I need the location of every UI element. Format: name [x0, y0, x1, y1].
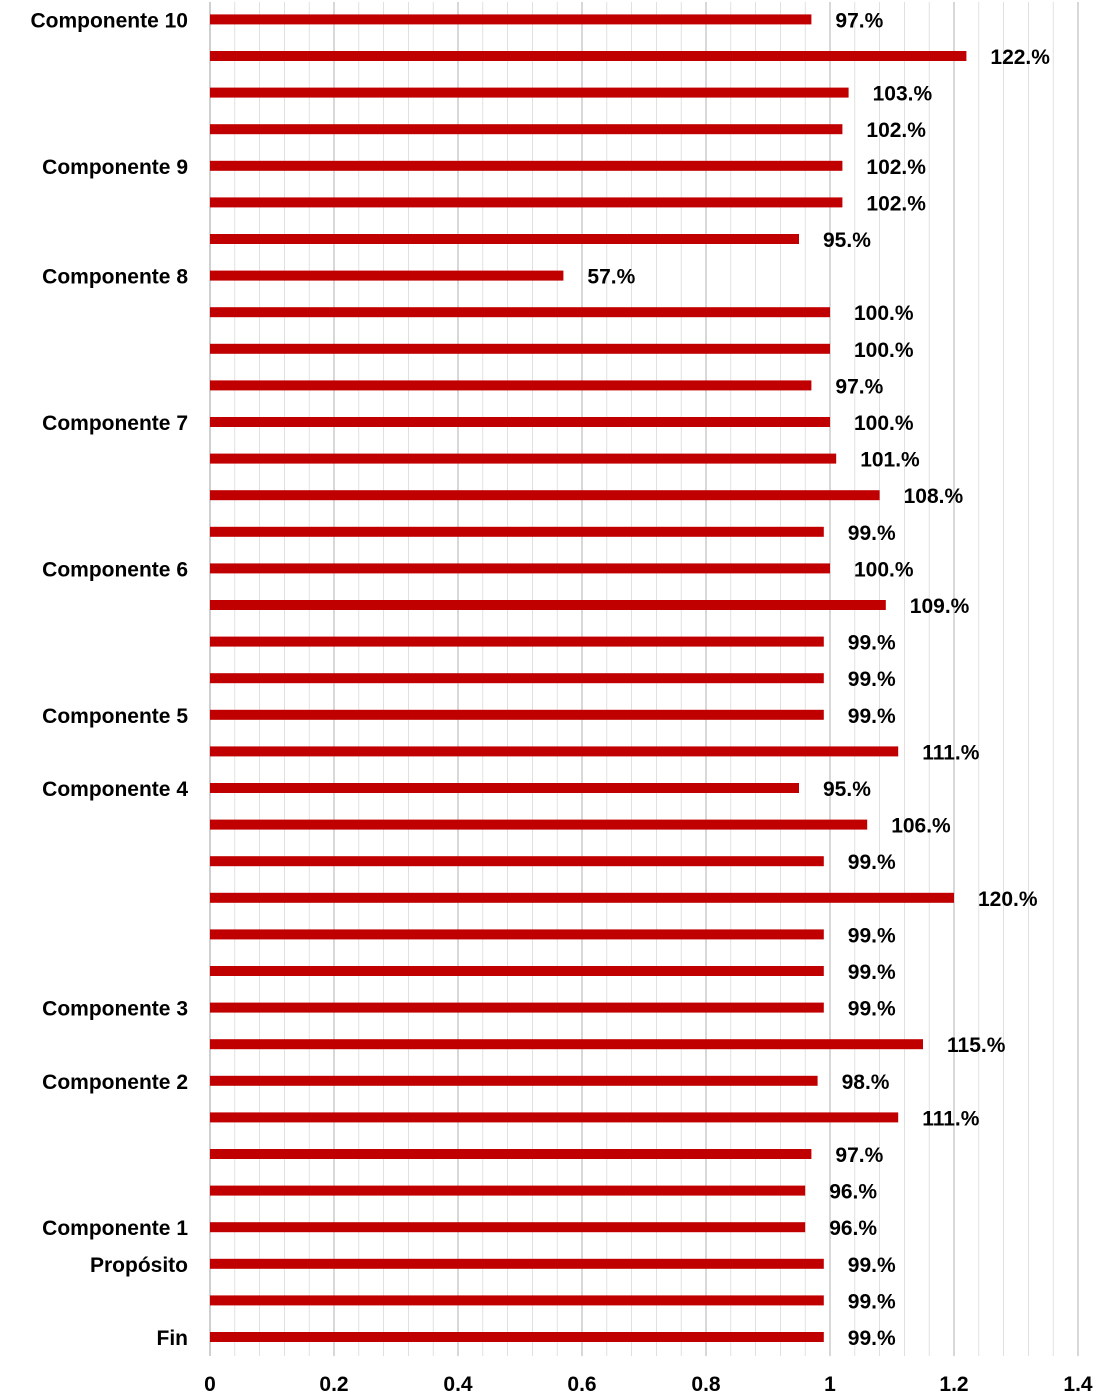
data-label: 99.% [848, 851, 896, 874]
bar [210, 929, 824, 940]
bar [210, 1332, 824, 1342]
category-label: Componente 1 [42, 1217, 188, 1240]
data-label: 99.% [848, 668, 896, 691]
bar [210, 819, 868, 830]
data-label: 100.% [854, 302, 914, 325]
data-label: 96.% [829, 1181, 877, 1204]
x-tick-label: 0.2 [319, 1373, 348, 1396]
bar [210, 490, 880, 501]
bar [210, 1002, 824, 1013]
x-tick-label: 1.4 [1063, 1373, 1093, 1396]
bar [210, 636, 824, 647]
bar [210, 453, 837, 464]
data-label: 99.% [848, 522, 896, 545]
bar [210, 783, 799, 793]
bar [210, 1149, 812, 1159]
data-label: 95.% [823, 229, 871, 252]
x-tick-label: 0.4 [443, 1373, 473, 1396]
bar [210, 307, 830, 318]
data-label: 99.% [848, 705, 896, 728]
data-label: 106.% [891, 815, 951, 838]
category-label: Componente 10 [30, 9, 188, 32]
x-tick-label: 0.6 [567, 1373, 596, 1396]
x-tick-label: 0 [204, 1373, 216, 1396]
data-label: 120.% [978, 888, 1038, 911]
bar [210, 417, 830, 427]
category-label: Componente 2 [42, 1071, 188, 1094]
data-label: 101.% [860, 449, 920, 472]
bar [210, 87, 849, 98]
data-label: 96.% [829, 1217, 877, 1240]
data-label: 108.% [904, 485, 964, 508]
category-label: Propósito [90, 1254, 188, 1277]
data-label: 98.% [842, 1071, 890, 1094]
bar [210, 673, 824, 684]
category-labels: Fin Propósito Componente 1 Componente 2 Comp… [30, 9, 188, 1350]
data-label: 97.% [835, 375, 883, 398]
bar [210, 563, 830, 574]
category-label: Componente 5 [42, 705, 188, 728]
data-label: 102.% [866, 156, 926, 179]
data-label: 99.% [848, 1327, 896, 1350]
bar [210, 966, 824, 976]
bar [210, 1295, 824, 1306]
bar [210, 14, 812, 25]
bar [210, 856, 824, 867]
bar [210, 709, 824, 720]
data-label: 100.% [854, 558, 914, 581]
category-label: Componente 8 [42, 266, 188, 289]
bar [210, 1222, 806, 1233]
bar [210, 1185, 806, 1196]
bar [210, 1258, 824, 1269]
category-label: Componente 4 [42, 778, 188, 801]
x-tick-label: 1 [824, 1373, 836, 1396]
data-label: 99.% [848, 961, 896, 984]
data-label: 95.% [823, 778, 871, 801]
category-label: Componente 7 [42, 412, 188, 435]
data-label: 102.% [866, 192, 926, 215]
bars [210, 14, 967, 1342]
data-label: 122.% [990, 46, 1050, 69]
x-tick-label: 0.8 [691, 1373, 721, 1396]
category-label: Fin [157, 1327, 189, 1350]
data-label: 99.% [848, 1254, 896, 1277]
data-label: 99.% [848, 632, 896, 655]
data-label: 99.% [848, 924, 896, 947]
x-tick-label: 1.2 [939, 1373, 968, 1396]
bar [210, 1039, 923, 1050]
category-label: Componente 3 [42, 998, 188, 1021]
data-label: 115.% [947, 1034, 1006, 1057]
bar [210, 380, 812, 391]
data-label: 103.% [873, 83, 933, 106]
data-labels: 99.% 99.% 99.% 96.% 96.% 97.% 111.% 98.% 115.% 99… [587, 9, 1050, 1350]
data-label: 109.% [910, 595, 970, 618]
bar [210, 600, 886, 610]
bar [210, 1075, 818, 1086]
data-label: 100.% [854, 339, 914, 362]
data-label: 97.% [835, 1144, 883, 1167]
bar [210, 343, 830, 354]
bar [210, 526, 824, 537]
bar [210, 234, 799, 244]
category-label: Componente 9 [42, 156, 188, 179]
data-label: 111.% [922, 1107, 980, 1130]
bar [210, 197, 843, 208]
x-axis-tick-labels: 0 0.2 0.4 0.6 0.8 1 1.2 1.4 [204, 1373, 1093, 1396]
bar [210, 1112, 899, 1123]
data-label: 100.% [854, 412, 914, 435]
bar [210, 51, 967, 61]
bar [210, 160, 843, 171]
bar [210, 124, 843, 135]
data-label: 57.% [587, 266, 635, 289]
data-label: 111.% [922, 741, 980, 764]
bar [210, 270, 564, 281]
data-label: 102.% [866, 119, 926, 142]
data-label: 99.% [848, 1290, 896, 1313]
bar [210, 746, 899, 757]
bar [210, 892, 954, 903]
data-label: 97.% [835, 9, 883, 32]
category-label: Componente 6 [42, 558, 188, 581]
data-label: 99.% [848, 998, 896, 1021]
